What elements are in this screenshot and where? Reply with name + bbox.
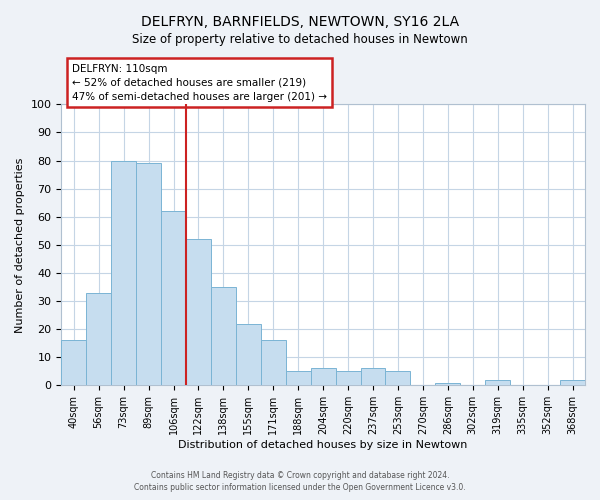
Text: Contains HM Land Registry data © Crown copyright and database right 2024.
Contai: Contains HM Land Registry data © Crown c… <box>134 471 466 492</box>
Bar <box>211 287 236 386</box>
Bar <box>261 340 286 386</box>
Bar <box>186 239 211 386</box>
Text: Size of property relative to detached houses in Newtown: Size of property relative to detached ho… <box>132 32 468 46</box>
Bar <box>311 368 335 386</box>
Bar <box>136 164 161 386</box>
Bar <box>335 372 361 386</box>
Bar <box>61 340 86 386</box>
Bar <box>436 382 460 386</box>
X-axis label: Distribution of detached houses by size in Newtown: Distribution of detached houses by size … <box>178 440 468 450</box>
Text: DELFRYN, BARNFIELDS, NEWTOWN, SY16 2LA: DELFRYN, BARNFIELDS, NEWTOWN, SY16 2LA <box>141 15 459 29</box>
Bar <box>286 372 311 386</box>
Bar <box>560 380 585 386</box>
Bar <box>361 368 385 386</box>
Bar <box>485 380 510 386</box>
Bar <box>385 372 410 386</box>
Bar <box>86 292 111 386</box>
Bar <box>236 324 261 386</box>
Y-axis label: Number of detached properties: Number of detached properties <box>15 157 25 332</box>
Bar <box>111 160 136 386</box>
Text: DELFRYN: 110sqm
← 52% of detached houses are smaller (219)
47% of semi-detached : DELFRYN: 110sqm ← 52% of detached houses… <box>72 64 327 102</box>
Bar <box>161 211 186 386</box>
